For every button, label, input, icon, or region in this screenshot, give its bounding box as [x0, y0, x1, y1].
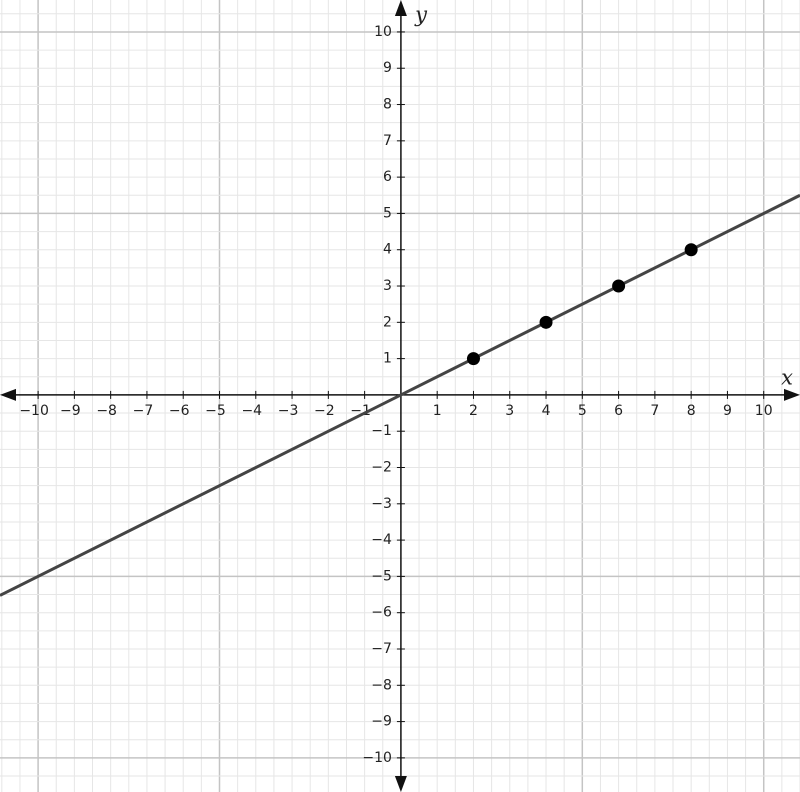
x-tick-label: 9 — [723, 403, 732, 419]
y-tick-label: 4 — [383, 242, 392, 258]
y-tick-label: −9 — [371, 714, 392, 730]
x-tick-label: −7 — [133, 403, 154, 419]
y-tick-label: −10 — [362, 750, 392, 766]
y-tick-label: −8 — [371, 677, 392, 693]
x-tick-label: −1 — [350, 403, 371, 419]
y-tick-label: 9 — [383, 60, 392, 76]
y-tick-label: 3 — [383, 278, 392, 294]
arrow — [0, 388, 16, 401]
x-tick-label: 1 — [433, 403, 442, 419]
x-tick-label: −4 — [241, 403, 262, 419]
x-tick-label: −2 — [314, 403, 335, 419]
y-tick-label: −5 — [371, 568, 392, 584]
x-tick-label: −8 — [96, 403, 117, 419]
y-tick-label: 1 — [383, 351, 392, 367]
y-tick-label: 5 — [383, 205, 392, 221]
y-tick-label: −4 — [371, 532, 392, 548]
y-tick-label: −6 — [371, 605, 392, 621]
arrow — [394, 776, 407, 792]
line — [0, 193, 800, 597]
y-tick-label: −2 — [371, 460, 392, 476]
y-axis-label: y — [414, 3, 428, 27]
y-tick-label: 6 — [383, 169, 392, 185]
arrow — [394, 0, 407, 16]
y-tick-label: 7 — [383, 133, 392, 149]
x-tick-label: 7 — [650, 403, 659, 419]
x-tick-label: 3 — [505, 403, 514, 419]
x-axis-label: x — [781, 366, 793, 390]
point — [684, 243, 698, 257]
x-tick-label: 2 — [469, 403, 478, 419]
point — [612, 279, 626, 293]
y-tick-label: 2 — [383, 314, 392, 330]
x-tick-label: 5 — [578, 403, 587, 419]
y-tick-label: −7 — [371, 641, 392, 657]
point — [539, 315, 553, 329]
y-tick-label: −1 — [371, 423, 392, 439]
y-tick-label: 10 — [374, 24, 392, 40]
x-tick-label: −3 — [278, 403, 299, 419]
x-tick-label: 8 — [687, 403, 696, 419]
x-tick-label: −5 — [205, 403, 226, 419]
x-tick-label: −9 — [60, 403, 81, 419]
arrow — [784, 388, 800, 401]
x-tick-label: −6 — [169, 403, 190, 419]
x-tick-label: −10 — [19, 403, 49, 419]
y-tick-label: 8 — [383, 97, 392, 113]
x-tick-label: 10 — [755, 403, 773, 419]
y-tick-label: −3 — [371, 496, 392, 512]
point — [466, 352, 480, 366]
x-tick-label: 6 — [614, 403, 623, 419]
x-tick-label: 4 — [542, 403, 551, 419]
